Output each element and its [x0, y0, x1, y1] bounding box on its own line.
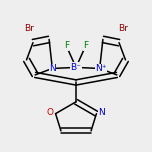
Text: N⁺: N⁺ [95, 64, 107, 73]
Text: N: N [98, 108, 105, 117]
Text: F: F [64, 41, 69, 50]
Text: O: O [47, 108, 54, 117]
Text: Br: Br [24, 24, 34, 33]
Text: N: N [49, 64, 56, 73]
Text: F: F [83, 41, 88, 50]
Text: B⁻: B⁻ [71, 63, 81, 72]
Text: Br: Br [118, 24, 128, 33]
